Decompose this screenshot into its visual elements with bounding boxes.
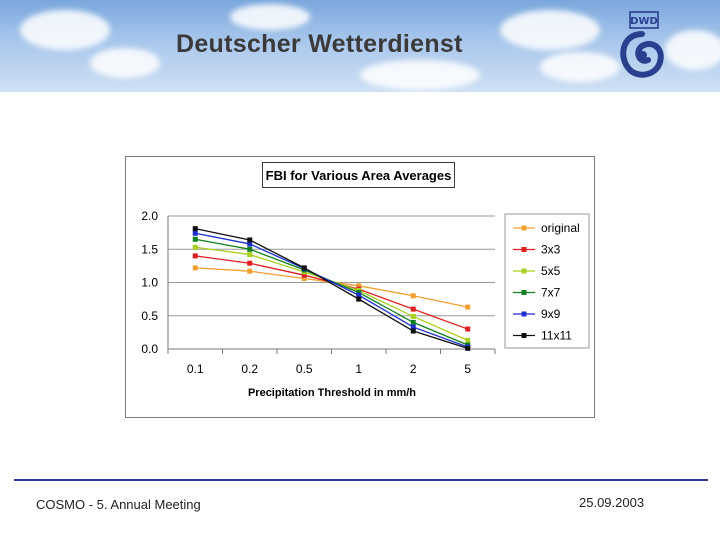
data-point-original [356, 283, 362, 289]
x-tick-label: 0.5 [296, 362, 313, 376]
legend-swatch-marker [521, 225, 527, 231]
y-tick-label: 2.0 [141, 209, 158, 223]
legend-label: original [541, 221, 580, 235]
data-point-5x5 [247, 252, 253, 258]
series-line-9x9 [195, 232, 468, 348]
x-tick-label: 2 [410, 362, 417, 376]
legend-box [504, 213, 590, 349]
data-point-11x11 [301, 265, 307, 271]
legend-label: 7x7 [541, 286, 561, 300]
data-point-11x11 [192, 226, 198, 232]
header-banner: Deutscher Wetterdienst DWD [0, 0, 720, 92]
data-point-3x3 [247, 260, 253, 266]
legend-label: 9x9 [541, 307, 561, 321]
cloud [20, 10, 110, 50]
cloud [230, 4, 310, 30]
data-point-3x3 [192, 253, 198, 259]
data-point-7x7 [410, 319, 416, 325]
dwd-logo: DWD [620, 11, 664, 78]
data-point-11x11 [356, 296, 362, 302]
cloud [665, 30, 720, 70]
cloud [360, 60, 480, 90]
data-point-original [192, 265, 198, 271]
series-layer [192, 226, 471, 351]
legend-swatch-marker [521, 268, 527, 274]
series-line-3x3 [195, 255, 468, 330]
legend-swatch-marker [521, 311, 527, 317]
y-tick-label: 0.5 [141, 309, 158, 323]
data-point-7x7 [192, 236, 198, 242]
x-tick-label: 0.2 [241, 362, 258, 376]
cloud [540, 52, 620, 82]
series-line-7x7 [195, 238, 468, 346]
data-point-5x5 [410, 313, 416, 319]
data-point-original [410, 293, 416, 299]
legend-swatch-marker [521, 333, 527, 338]
series-line-original [195, 267, 468, 308]
banner-title: Deutscher Wetterdienst [176, 30, 463, 58]
chart-title: FBI for Various Area Averages [262, 162, 455, 188]
y-axis: 0.0 0.5 1.0 1.5 2.0 [141, 209, 158, 356]
data-point-11x11 [410, 328, 416, 334]
y-tick-label: 1.0 [141, 276, 158, 290]
x-tick-label: 0.1 [187, 362, 204, 376]
x-tick-label: 5 [464, 362, 471, 376]
data-point-5x5 [192, 244, 198, 250]
data-point-original [301, 276, 307, 282]
data-point-11x11 [465, 345, 471, 351]
x-axis: 0.1 0.2 0.5 1 2 5 [167, 349, 496, 376]
legend-label: 3x3 [541, 243, 561, 257]
logo-text: DWD [630, 16, 658, 27]
data-point-3x3 [301, 272, 307, 278]
cloud [90, 48, 160, 78]
series-line-11x11 [195, 227, 468, 349]
data-point-7x7 [247, 246, 253, 252]
data-point-original [247, 268, 253, 274]
data-point-9x9 [192, 230, 198, 236]
data-point-11x11 [247, 237, 253, 243]
legend: original 3x3 5x5 7x7 9x9 11x11 [504, 213, 590, 349]
data-point-3x3 [410, 306, 416, 312]
legend-swatch-marker [521, 290, 527, 295]
footer-event: COSMO - 5. Annual Meeting [36, 497, 201, 512]
data-point-5x5 [465, 337, 471, 343]
cloud [500, 10, 600, 50]
data-point-9x9 [410, 324, 416, 330]
legend-swatch-marker [521, 247, 527, 252]
y-tick-label: 0.0 [141, 342, 158, 356]
legend-label: 11x11 [541, 329, 572, 343]
data-point-original [465, 304, 471, 310]
data-point-9x9 [247, 241, 253, 247]
data-point-7x7 [356, 289, 362, 295]
data-point-9x9 [356, 292, 362, 298]
x-axis-label: Precipitation Threshold in mm/h [248, 387, 416, 399]
legend-label: 5x5 [541, 264, 561, 278]
footer-date: 25.09.2003 [579, 495, 645, 510]
footer-divider [14, 479, 708, 481]
data-point-3x3 [465, 326, 471, 332]
y-tick-label: 1.5 [141, 242, 158, 256]
x-tick-label: 1 [355, 362, 362, 376]
